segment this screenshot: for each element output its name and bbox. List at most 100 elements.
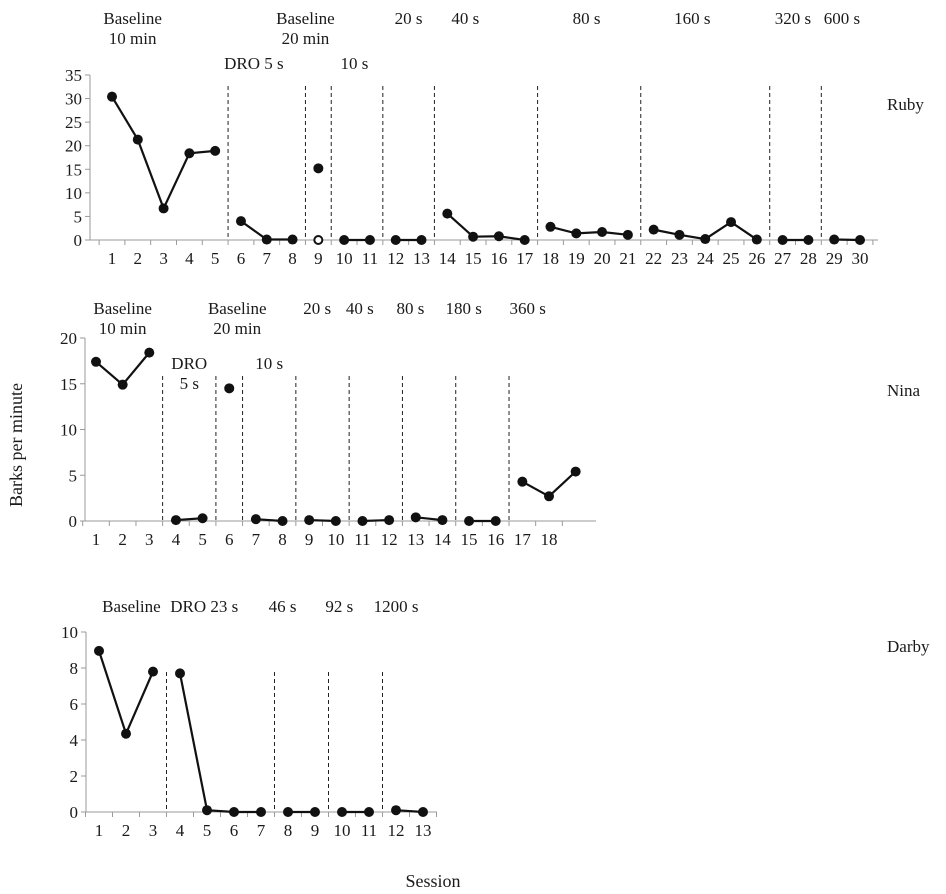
x-tick-label: 29: [826, 249, 843, 268]
x-tick-label: 18: [542, 249, 559, 268]
phase-label: 40 s: [346, 299, 374, 318]
phase-label-line: Baseline: [208, 299, 267, 318]
phase-label-line: 160 s: [674, 9, 710, 28]
phase-label-line: 40 s: [451, 9, 479, 28]
data-point: [277, 516, 288, 526]
subject-label: Nina: [887, 381, 921, 400]
data-point: [158, 203, 169, 214]
y-tick-label: 10: [65, 184, 82, 203]
x-tick-label: 15: [465, 249, 482, 268]
x-tick-label: 5: [211, 249, 220, 268]
data-path: [446, 212, 525, 242]
x-tick-label: 11: [354, 530, 370, 549]
data-point: [597, 226, 608, 237]
y-tick-label: 0: [74, 231, 83, 250]
phase-label: 320 s: [775, 9, 811, 28]
phase-label: DRO 5 s: [171, 354, 207, 393]
x-tick-label: 14: [434, 530, 452, 549]
data-point: [94, 645, 104, 656]
phase-label-line: 20 s: [395, 9, 423, 28]
phase-label-line: Baseline: [103, 9, 162, 28]
y-tick-label: 25: [65, 113, 82, 132]
x-tick-label: 21: [619, 249, 636, 268]
data-point: [674, 229, 685, 240]
data-point: [132, 134, 143, 145]
data-point: [490, 516, 501, 526]
phase-label-line: 20 min: [282, 29, 330, 48]
x-tick-label: 16: [490, 249, 507, 268]
x-tick-label: 15: [461, 530, 478, 549]
x-tick-label: 17: [514, 530, 532, 549]
data-point: [390, 235, 401, 245]
phase-label-line: 80 s: [396, 299, 424, 318]
x-tick-label: 23: [671, 249, 688, 268]
phase-label-line: 92 s: [325, 597, 353, 616]
phase-label-line: DRO 5 s: [224, 54, 284, 73]
phase-label: 20 s: [395, 9, 423, 28]
data-point: [544, 491, 554, 502]
data-point: [148, 666, 158, 677]
x-tick-label: 4: [176, 821, 185, 840]
x-tick-label: 8: [288, 249, 297, 268]
data-point: [364, 235, 375, 245]
x-tick-label: 4: [185, 249, 194, 268]
x-tick-label: 2: [134, 249, 143, 268]
phase-label: 10 s: [341, 54, 369, 73]
x-tick-label: 13: [407, 530, 424, 549]
y-tick-label: 6: [70, 695, 79, 714]
data-point: [170, 515, 181, 526]
x-tick-label: 20: [594, 249, 611, 268]
phase-label: DRO 5 s: [224, 54, 284, 73]
y-axis-title: Barks per minute: [6, 383, 26, 507]
data-point: [202, 805, 212, 816]
data-point: [519, 235, 530, 245]
data-point: [437, 515, 448, 526]
data-point: [571, 228, 582, 239]
data-path: [550, 225, 628, 236]
x-tick-label: 7: [263, 249, 272, 268]
x-tick-label: 24: [697, 249, 715, 268]
data-point: [117, 379, 128, 390]
data-point: [726, 217, 737, 228]
x-tick-label: 6: [225, 530, 234, 549]
phase-label-line: 20 min: [213, 319, 261, 338]
y-tick-label: 0: [70, 803, 79, 822]
phase-label-line: 10 s: [341, 54, 369, 73]
phase-label: 46 s: [269, 597, 297, 616]
phase-label-line: DRO: [171, 354, 207, 373]
open-data-point: [313, 235, 324, 245]
x-tick-label: 3: [145, 530, 154, 549]
x-tick-label: 9: [311, 821, 320, 840]
phase-label: 92 s: [325, 597, 353, 616]
phase-label-line: Baseline: [102, 597, 161, 616]
y-tick-label: 30: [65, 90, 82, 109]
x-tick-label: 7: [257, 821, 266, 840]
y-tick-label: 20: [65, 137, 82, 156]
data-point: [107, 91, 117, 102]
x-tick-label: 2: [118, 530, 127, 549]
y-tick-label: 10: [60, 421, 77, 440]
phase-label-line: 10 s: [255, 354, 283, 373]
y-tick-label: 2: [70, 767, 79, 786]
phase-label: 20 s: [303, 299, 331, 318]
phase-label-line: 600 s: [824, 9, 860, 28]
x-tick-label: 9: [314, 249, 323, 268]
data-point: [622, 229, 633, 240]
x-tick-label: 17: [516, 249, 534, 268]
y-tick-label: 10: [61, 623, 78, 642]
x-tick-label: 27: [774, 249, 792, 268]
data-point: [442, 208, 453, 219]
data-point: [304, 515, 315, 526]
x-tick-label: 26: [748, 249, 765, 268]
x-tick-label: 9: [305, 530, 314, 549]
data-point: [364, 807, 374, 817]
data-point: [250, 514, 261, 525]
phase-label-line: Baseline: [93, 299, 152, 318]
y-tick-label: 15: [65, 160, 82, 179]
x-axis-title: Session: [405, 871, 460, 891]
x-tick-label: 16: [487, 530, 504, 549]
x-tick-label: 25: [723, 249, 740, 268]
x-tick-label: 7: [252, 530, 261, 549]
